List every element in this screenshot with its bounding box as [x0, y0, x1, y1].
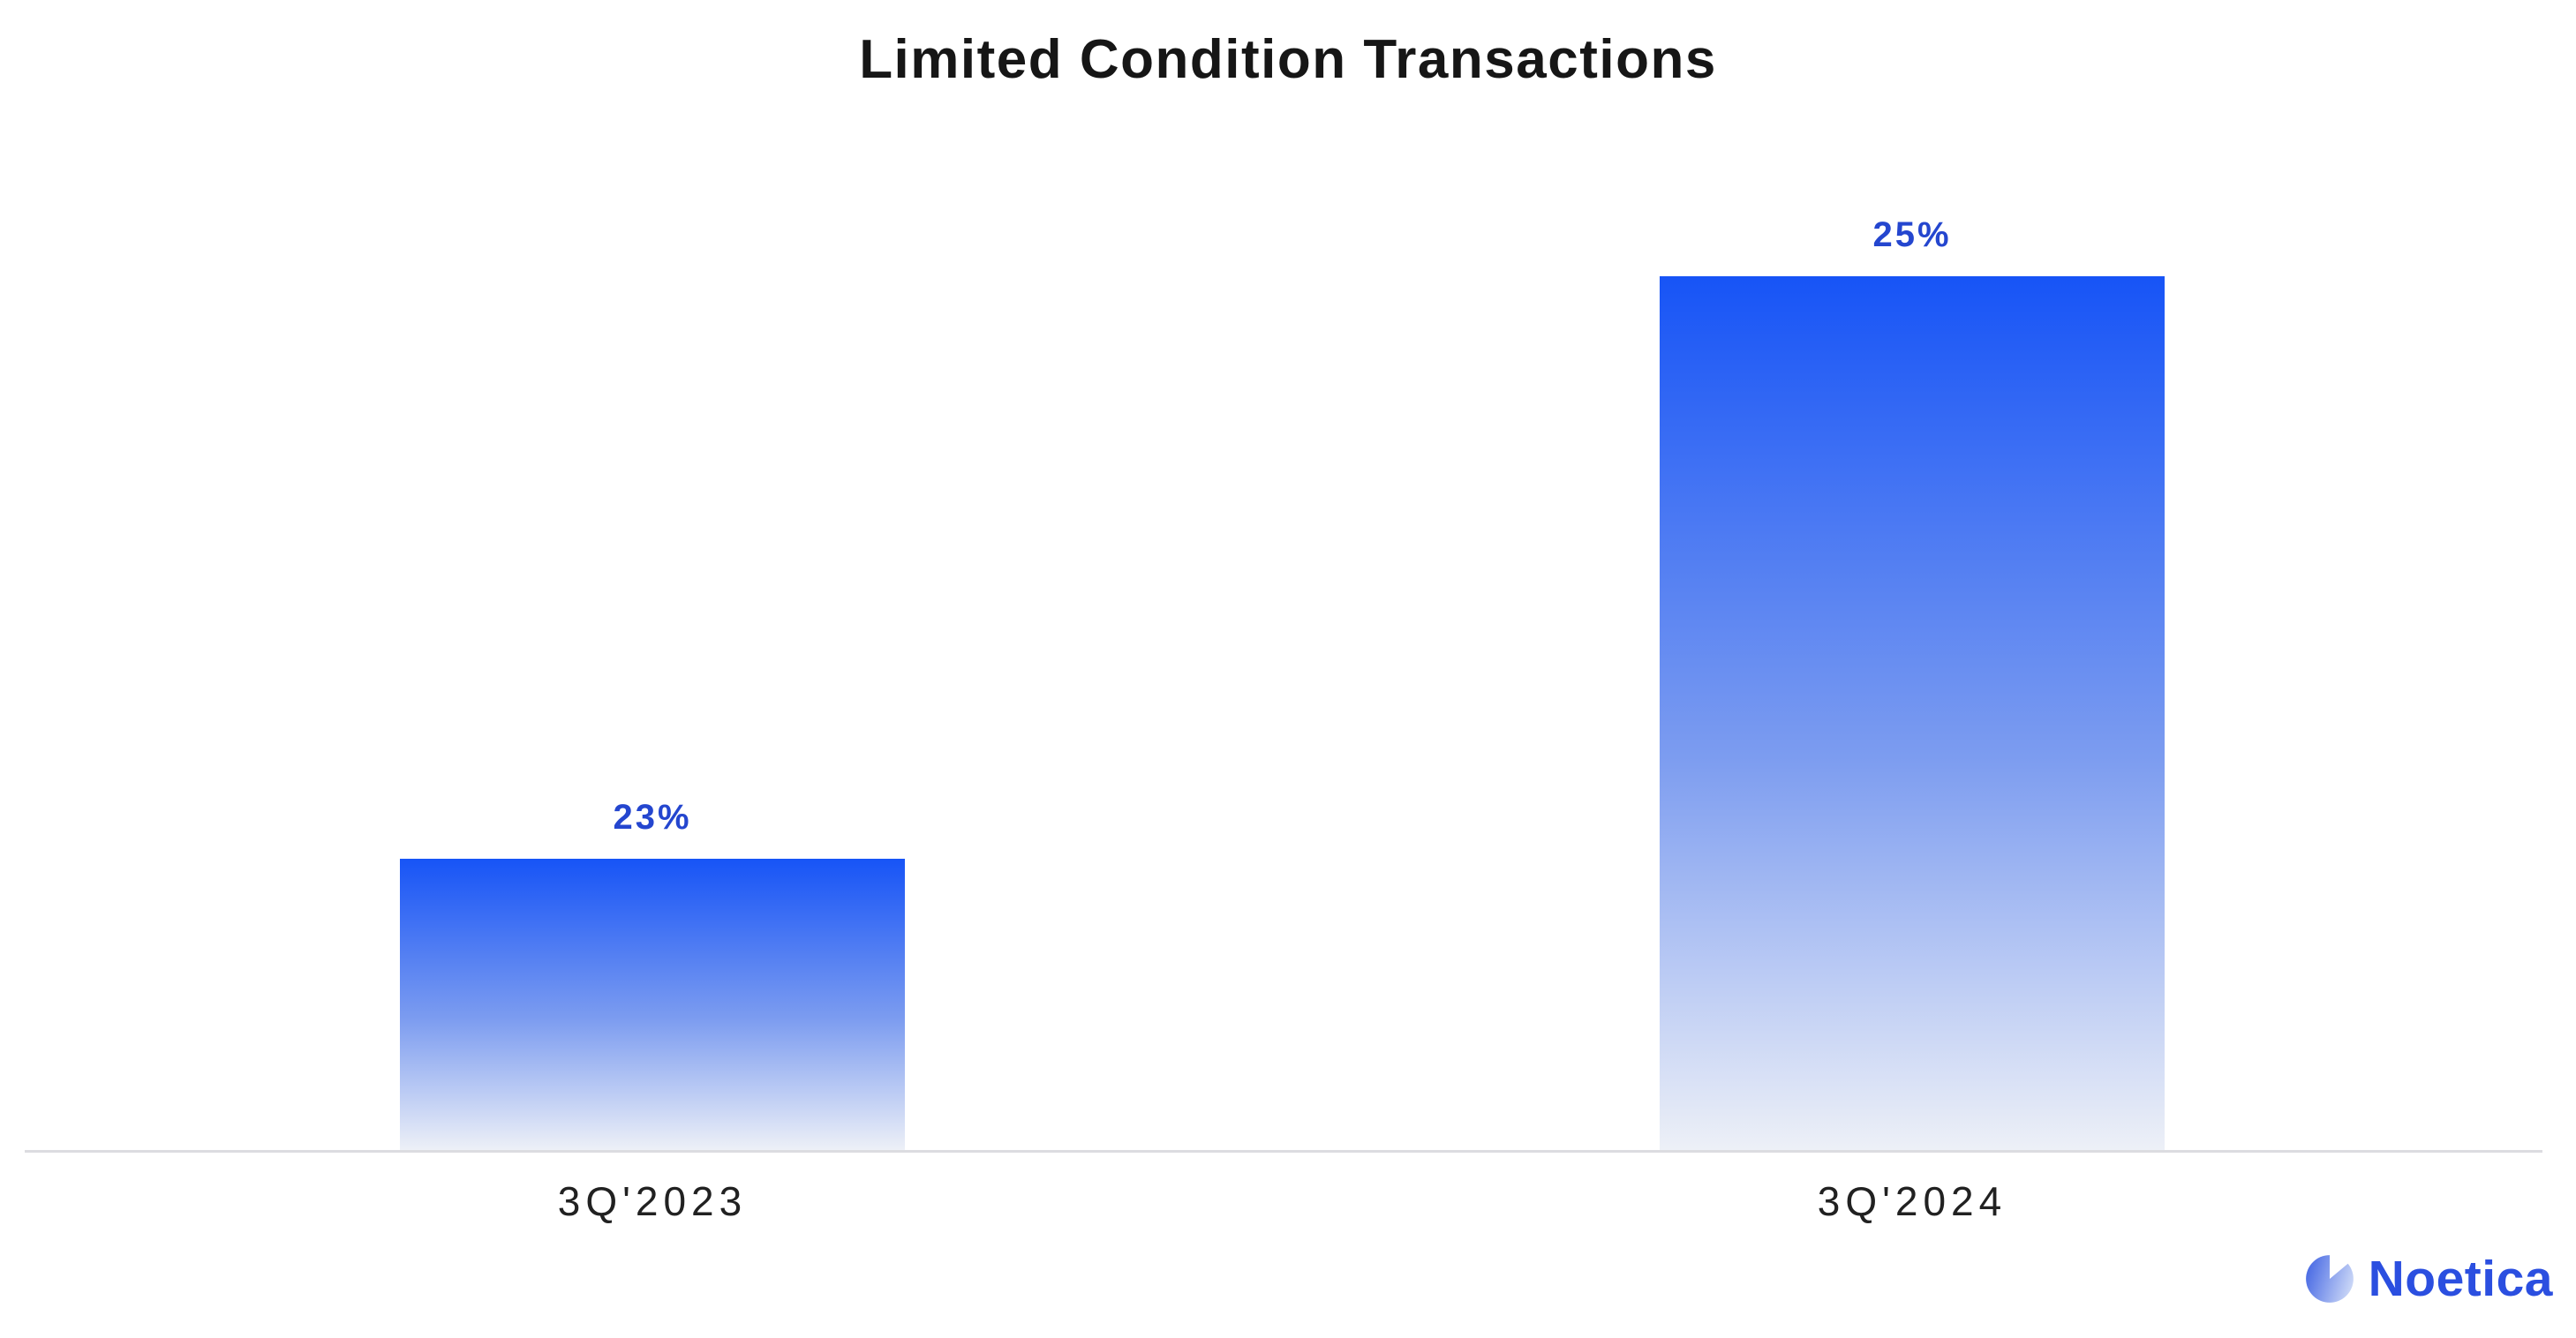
x-axis-label-3q2023: 3Q'2023	[557, 1178, 748, 1224]
bar-group-3q2024: 25%	[1660, 215, 2165, 1150]
noetica-logo: Noetica	[2305, 1250, 2553, 1308]
pie-chart-icon	[2305, 1254, 2354, 1303]
x-axis-label-3q2024: 3Q'2024	[1817, 1178, 2007, 1224]
bar-3q2024	[1660, 276, 2165, 1150]
bar-value-label-3q2023: 23%	[613, 798, 692, 837]
bar-group-3q2023: 23%	[400, 798, 905, 1150]
chart-title: Limited Condition Transactions	[859, 29, 1717, 90]
x-axis-line	[25, 1150, 2542, 1153]
logo-text: Noetica	[2368, 1251, 2553, 1307]
bar-value-label-3q2024: 25%	[1872, 215, 1952, 254]
bar-3q2023	[400, 859, 905, 1150]
